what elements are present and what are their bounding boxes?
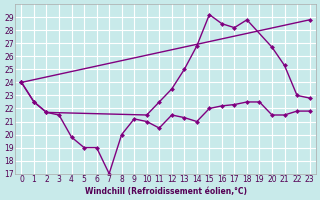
X-axis label: Windchill (Refroidissement éolien,°C): Windchill (Refroidissement éolien,°C) — [84, 187, 246, 196]
